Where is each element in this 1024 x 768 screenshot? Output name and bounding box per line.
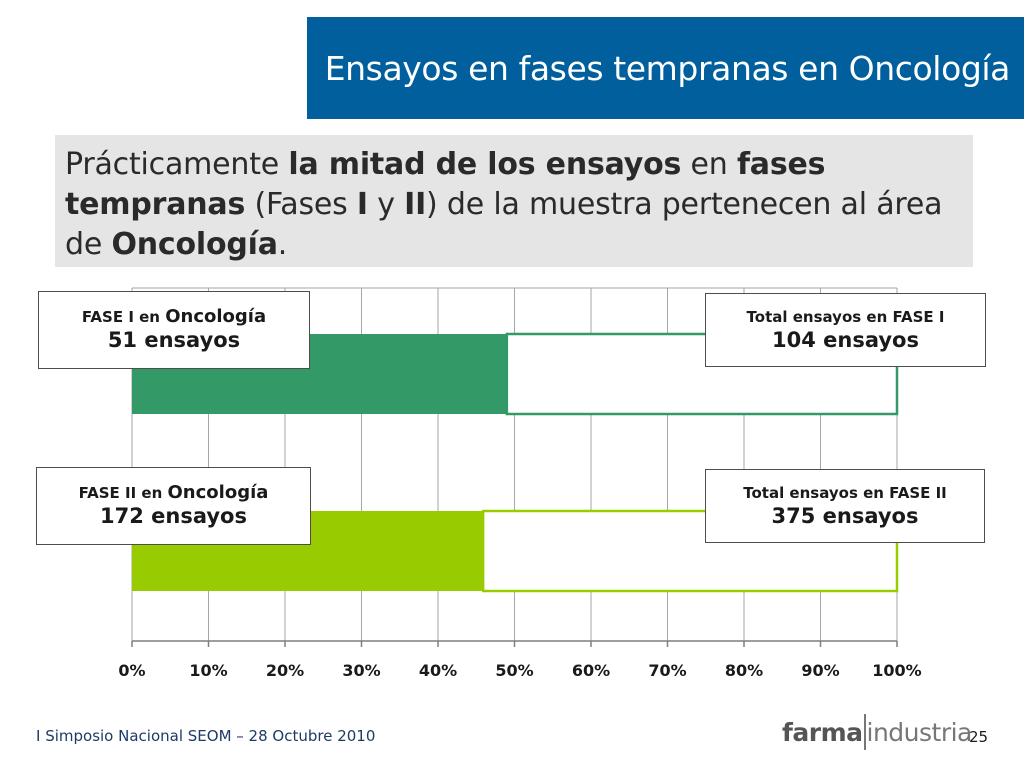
callout-value: 172 ensayos — [100, 504, 247, 528]
logo-divider — [863, 714, 866, 750]
callout-value: 375 ensayos — [771, 504, 919, 528]
summary-text: Prácticamente — [65, 147, 289, 182]
x-tick-label: 20% — [266, 661, 304, 680]
callout-label: FASE I en — [81, 308, 160, 326]
x-tick-label: 10% — [189, 661, 227, 680]
callout-label-emphasis: Oncología — [165, 306, 267, 327]
callout-phase2-total: Total ensayos en FASE II 375 ensayos — [705, 469, 985, 543]
x-tick-label: 60% — [572, 661, 610, 680]
summary-bold: fases tempranas — [65, 147, 826, 222]
farmaindustria-logo: farma industria — [782, 712, 972, 752]
summary-bold: I — [356, 187, 368, 222]
summary-bold: la mitad de los ensayos — [288, 147, 682, 182]
logo-part: farma — [782, 717, 863, 747]
callout-phase1-oncology: FASE I en Oncología 51 ensayos — [38, 291, 310, 369]
callout-label-emphasis: Oncología — [167, 482, 269, 503]
x-tick-label: 100% — [872, 661, 921, 680]
callout-value: 104 ensayos — [772, 328, 919, 352]
summary-text: (Fases — [245, 187, 357, 222]
callout-label: Total ensayos en FASE I — [746, 308, 945, 326]
callout-label: Total ensayos en FASE II — [743, 484, 947, 502]
summary-bold: Oncología — [111, 227, 278, 262]
summary-bold: II — [404, 187, 427, 222]
page-number: 25 — [969, 728, 989, 746]
summary-box: Prácticamente la mitad de los ensayos en… — [55, 135, 973, 267]
summary-text: . — [277, 227, 288, 262]
x-tick-label: 70% — [648, 661, 686, 680]
x-tick-label: 40% — [419, 661, 457, 680]
callout-value: 51 ensayos — [107, 328, 241, 352]
summary-text: en — [681, 147, 737, 182]
footer-event: I Simposio Nacional SEOM – 28 Octubre 20… — [36, 727, 376, 745]
callout-label: FASE II en — [78, 484, 163, 502]
page-title: Ensayos en fases tempranas en Oncología — [324, 48, 1011, 88]
summary-text: y — [367, 187, 405, 222]
summary-text: ) de la muestra pertenecen al área de — [65, 187, 943, 262]
x-tick-label: 90% — [801, 661, 839, 680]
callout-phase1-total: Total ensayos en FASE I 104 ensayos — [705, 293, 986, 367]
x-tick-label: 50% — [495, 661, 533, 680]
x-tick-label: 0% — [118, 661, 145, 680]
title-bar: Ensayos en fases tempranas en Oncología — [307, 17, 1024, 119]
callout-phase2-oncology: FASE II en Oncología 172 ensayos — [36, 467, 311, 545]
x-tick-label: 80% — [725, 661, 763, 680]
logo-part: industria — [866, 717, 973, 747]
x-tick-label: 30% — [342, 661, 380, 680]
